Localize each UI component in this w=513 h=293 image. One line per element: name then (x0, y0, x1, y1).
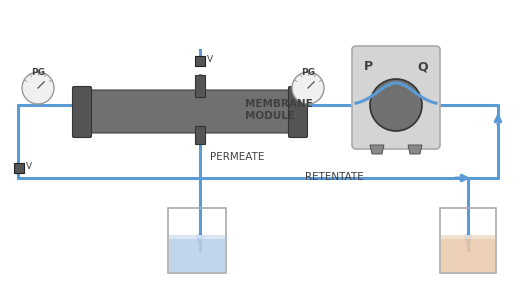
Circle shape (370, 79, 422, 131)
Polygon shape (169, 235, 225, 239)
Polygon shape (441, 235, 495, 239)
Bar (195, 56, 205, 66)
Circle shape (22, 72, 54, 104)
Text: RETENTATE: RETENTATE (305, 172, 364, 182)
Bar (195, 75, 205, 97)
Text: PERMEATE: PERMEATE (210, 152, 264, 162)
Text: MEMBRANE
MODULE: MEMBRANE MODULE (245, 99, 313, 121)
Bar (195, 126, 205, 144)
Text: V: V (207, 55, 213, 64)
FancyBboxPatch shape (72, 86, 91, 137)
Polygon shape (370, 145, 384, 154)
Text: V: V (26, 162, 32, 171)
FancyBboxPatch shape (352, 46, 440, 149)
Polygon shape (408, 145, 422, 154)
Bar (14, 163, 24, 173)
Circle shape (292, 72, 324, 104)
FancyBboxPatch shape (80, 90, 300, 133)
FancyBboxPatch shape (288, 86, 307, 137)
Text: PG: PG (31, 68, 45, 77)
Text: P: P (364, 60, 373, 73)
Text: Q: Q (418, 60, 428, 73)
Polygon shape (169, 235, 225, 272)
Polygon shape (441, 235, 495, 272)
Text: PG: PG (301, 68, 315, 77)
